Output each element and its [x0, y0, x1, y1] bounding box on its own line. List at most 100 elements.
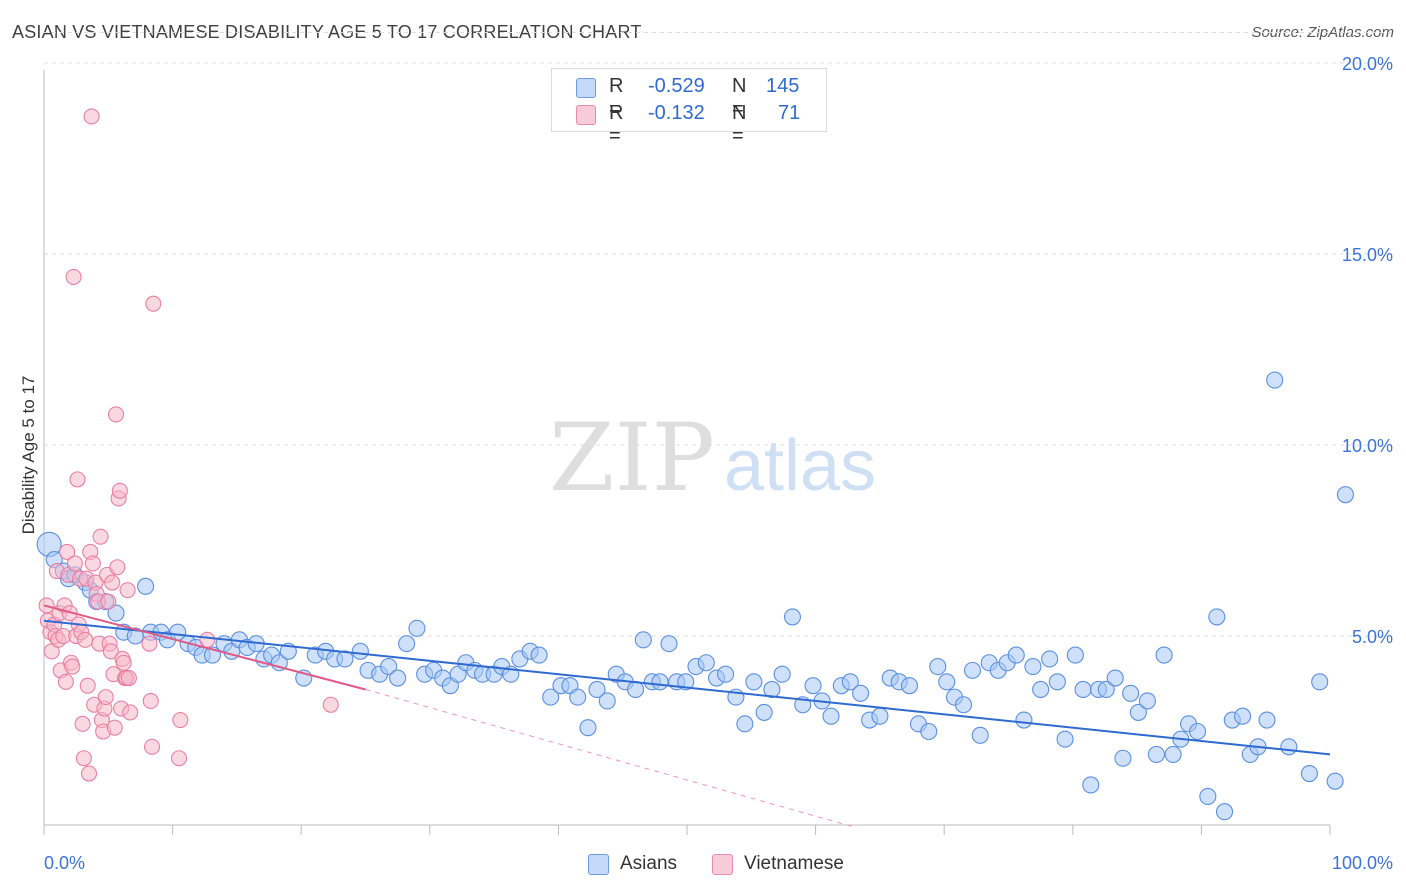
asians-point [530, 646, 548, 664]
n-label: N = [732, 102, 747, 147]
vietnamese-point [141, 635, 158, 652]
asians-point [1015, 711, 1033, 729]
r-value: -0.529 [648, 75, 705, 97]
vietnamese-legend-label: Vietnamese [744, 853, 844, 874]
asians-point [1258, 711, 1276, 729]
vietnamese-point [77, 631, 94, 648]
asians-point [745, 673, 763, 691]
y-tick-label: 15.0% [1342, 245, 1393, 265]
asians-point [1074, 680, 1092, 699]
vietnamese-trend-extension [365, 688, 855, 828]
asians-legend-label: Asians [620, 853, 678, 874]
asians-point [920, 722, 938, 741]
asians-legend-swatch [588, 854, 609, 875]
asians-point [1147, 745, 1165, 763]
vietnamese-point [120, 669, 137, 687]
asians-point [963, 661, 982, 679]
asians-point [107, 604, 125, 622]
asians-point [1208, 608, 1226, 626]
gridlines [44, 31, 1394, 637]
asians-point [389, 669, 407, 687]
asians-point [783, 608, 802, 626]
vietnamese-point [92, 528, 109, 545]
vietnamese-point [106, 719, 123, 736]
asians-point [736, 715, 754, 733]
source-credit: Source: ZipAtlas.com [1251, 24, 1394, 41]
vietnamese-point [104, 574, 121, 591]
y-axis-label: Disability Age 5 to 17 [19, 376, 38, 535]
vietnamese-point [102, 643, 119, 660]
vietnamese-point [109, 559, 126, 576]
asians-point [1300, 764, 1318, 783]
x-tick-label-min: 0.0% [44, 853, 85, 873]
asians-point [822, 707, 840, 725]
asians-point [598, 692, 616, 710]
vietnamese-point [64, 658, 81, 675]
asians-point [1082, 776, 1100, 794]
vietnamese-point [79, 677, 96, 694]
n-value: 71 [778, 102, 801, 124]
asians-point [351, 642, 369, 660]
trend-lines [43, 604, 1331, 828]
asians-point [588, 680, 606, 699]
vietnamese-point [122, 704, 139, 721]
data-points [36, 108, 1354, 821]
asians-point [1326, 772, 1344, 790]
asians-point [1129, 703, 1147, 721]
vietnamese-legend-swatch [712, 854, 733, 875]
asians-point [137, 577, 155, 595]
vietnamese-point [100, 593, 117, 610]
asians-point [1097, 680, 1115, 699]
y-tick-label: 5.0% [1352, 627, 1393, 647]
asians-point [763, 680, 781, 699]
vietnamese-swatch [576, 105, 596, 125]
vietnamese-point [97, 689, 114, 706]
tick-labels: 5.0% 10.0% 15.0% 20.0% 0.0% 100.0% [44, 54, 1393, 873]
asians-point [1024, 658, 1042, 676]
asians-point [1048, 673, 1066, 691]
asians-point [569, 688, 587, 706]
y-tick-label: 20.0% [1342, 54, 1393, 74]
asians-point [1114, 749, 1132, 767]
vietnamese-point [119, 582, 136, 599]
vietnamese-point [322, 696, 339, 713]
vietnamese-point [74, 715, 91, 732]
asians-point [1215, 803, 1234, 821]
asians-point [929, 658, 947, 676]
vietnamese-point [142, 692, 159, 709]
asians-point [871, 707, 889, 725]
r-label: R = [609, 75, 624, 120]
asians-point [841, 673, 859, 691]
r-value: -0.132 [648, 102, 705, 124]
vietnamese-point [199, 631, 216, 648]
asians-point [717, 665, 735, 683]
asians-point [677, 673, 695, 691]
asians-point [1032, 680, 1050, 699]
vietnamese-point [84, 555, 101, 572]
asians-swatch [576, 78, 596, 98]
asians-point [651, 673, 669, 691]
asians-point [1164, 745, 1182, 763]
asians-point [1280, 738, 1298, 756]
vietnamese-point [107, 406, 125, 423]
asians-trend-line [43, 619, 1331, 756]
vietnamese-point [65, 268, 82, 285]
asians-point [398, 635, 416, 653]
asians-point [408, 619, 426, 637]
asians-point [852, 684, 870, 702]
vietnamese-point [145, 295, 162, 312]
vietnamese-point [59, 543, 76, 561]
vietnamese-point [170, 750, 188, 767]
asians-point [900, 677, 919, 695]
vietnamese-point [83, 108, 100, 125]
n-value: 145 [766, 75, 800, 97]
asians-point [1056, 730, 1074, 748]
asians-point [634, 631, 652, 649]
vietnamese-point [111, 482, 128, 499]
asians-point [1336, 486, 1354, 504]
asians-point [660, 635, 678, 653]
asians-point [804, 677, 822, 695]
vietnamese-point [75, 750, 92, 767]
asians-point [1041, 650, 1059, 668]
